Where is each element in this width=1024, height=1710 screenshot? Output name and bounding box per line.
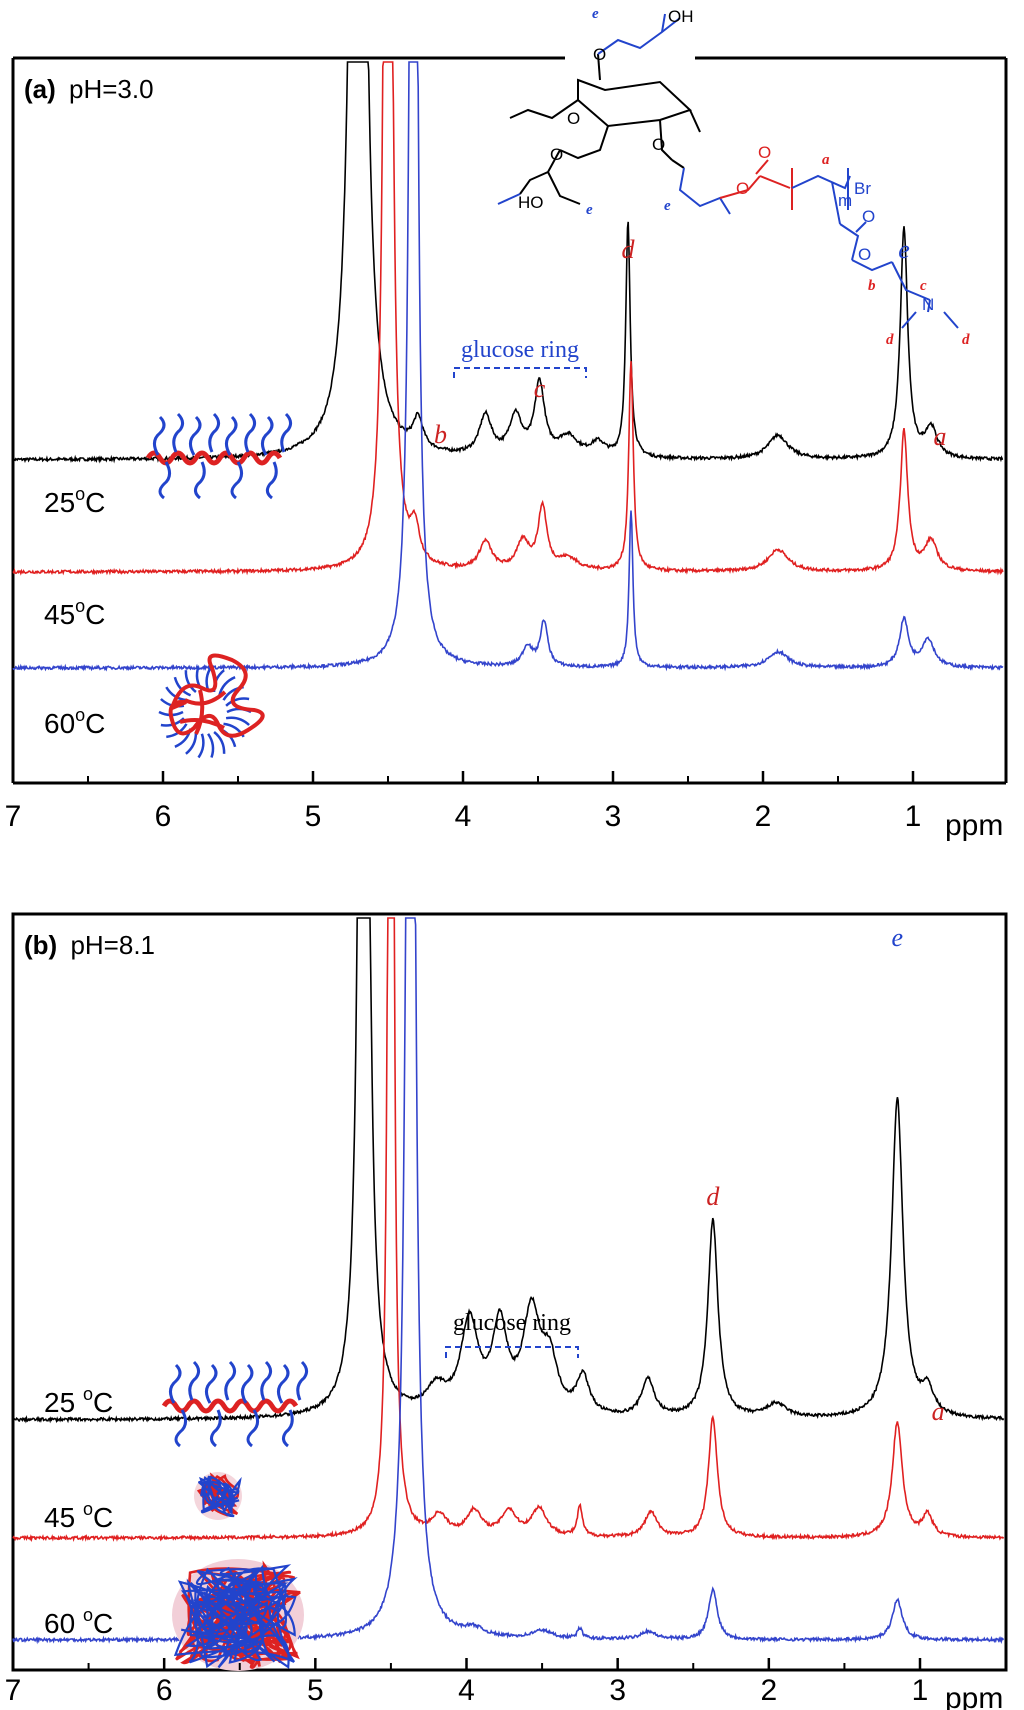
structure-br: Br: [854, 179, 871, 198]
structure-o4: O: [550, 145, 563, 164]
peak-labels-a: b c d e a: [434, 235, 947, 451]
micelle-ray: [225, 697, 250, 707]
panel-b-title-prefix: (b): [24, 930, 57, 960]
panel-b-title-text: pH=8.1: [70, 930, 155, 960]
structure-o7: O: [862, 207, 875, 226]
panel-b-title: (b) pH=8.1: [24, 930, 155, 960]
temp-label-a-45: 45oC: [44, 596, 105, 630]
structure-c: c: [920, 278, 927, 294]
spectrum-a-60C: [12, 61, 1004, 672]
spectrum-a-25C: [12, 61, 1004, 464]
x-tick-label-a-7: 7: [5, 800, 22, 833]
degree-label-a: °C: [0, 0, 1, 1]
structure-o3: O: [652, 135, 665, 154]
peak-label-a-a: a: [934, 422, 947, 451]
x-tick-label-a-4: 4: [455, 800, 472, 833]
spectrum-a-45C: [12, 61, 1004, 576]
structure-o5: O: [736, 179, 749, 198]
temp-label-a-25: 25oC: [44, 484, 105, 518]
micelle-ray: [165, 686, 187, 702]
micelle-ray: [197, 733, 205, 759]
peak-label-a-d: d: [622, 235, 636, 264]
micelle-ray: [225, 716, 250, 726]
structure-n: N: [922, 295, 934, 314]
extended-chain-cartoon-b: [161, 1360, 309, 1448]
temp-label-b-60: 60 oC: [44, 1605, 113, 1639]
peak-label-a-e: e: [898, 235, 910, 264]
spectrum-b-60C: [12, 917, 1005, 1645]
peak-labels-b: d e a: [706, 923, 944, 1426]
x-tick-label-b-1: 1: [912, 1674, 929, 1707]
micelle-ray: [184, 670, 197, 693]
structure-a: a: [822, 152, 830, 168]
peak-label-a-b: b: [434, 420, 447, 449]
micelle-ray: [218, 676, 236, 696]
structure-oh-top: OH: [668, 7, 694, 26]
structure-d2: d: [962, 332, 970, 348]
structure-m: m: [838, 191, 852, 210]
x-tick-label-a-3: 3: [605, 800, 622, 833]
structure-b: b: [868, 278, 876, 294]
glucose-bracket-a: glucose ring: [453, 337, 587, 378]
panel-a: (a) pH=3.0 25oC 45oC 60oC °C b c d e a gluco…: [0, 0, 1008, 842]
structure-e1: e: [592, 6, 599, 22]
structure-o8: O: [858, 245, 871, 264]
extended-chain-cartoon-a: [145, 412, 293, 500]
aggregate-strand: [173, 1564, 298, 1669]
micelle-ray: [185, 731, 198, 755]
glucose-label-b: glucose ring: [453, 1310, 571, 1336]
peak-label-b-e: e: [892, 923, 904, 952]
x-axis-a: 7 6 5 4 3 2 1: [5, 771, 922, 833]
x-tick-label-a-5: 5: [305, 800, 322, 833]
spectrum-b-25C: [12, 917, 1005, 1424]
chemical-structure: OH O O O HO O O O Br m O O N e e e a b c…: [497, 6, 970, 348]
large-aggregate-cartoon-b: [172, 1559, 304, 1671]
panel-b-frame: [11, 912, 1008, 1672]
micelle-ray: [213, 731, 226, 754]
panel-a-title: (a) pH=3.0: [24, 74, 154, 104]
structure-o2: O: [567, 109, 580, 128]
structure-ho-left: HO: [518, 193, 544, 212]
peak-label-b-d: d: [706, 1182, 720, 1211]
glucose-label-a: glucose ring: [461, 337, 579, 363]
structure-e3: e: [664, 198, 671, 214]
panel-b: (b) pH=8.1 25 oC 45 oC 60 oC d e a glucose…: [5, 912, 1008, 1710]
x-tick-label-b-6: 6: [156, 1674, 173, 1707]
peak-label-a-c: c: [534, 374, 546, 403]
structure-o1: O: [593, 45, 606, 64]
x-tick-label-b-2: 2: [760, 1674, 777, 1707]
ppm-label-a: ppm: [945, 809, 1003, 842]
structure-d1: d: [886, 332, 894, 348]
x-tick-label-b-4: 4: [458, 1674, 475, 1707]
ppm-label-b: ppm: [945, 1682, 1003, 1710]
x-tick-label-b-5: 5: [307, 1674, 324, 1707]
x-tick-label-a-6: 6: [155, 800, 172, 833]
temp-label-b-45: 45 oC: [44, 1499, 113, 1533]
x-tick-label-a-1: 1: [905, 800, 922, 833]
panel-a-title-text: pH=3.0: [69, 74, 154, 104]
x-tick-label-b-3: 3: [609, 1674, 626, 1707]
glucose-bracket-b: glucose ring: [445, 1310, 579, 1358]
x-axis-b: 7 6 5 4 3 2 1: [5, 1658, 929, 1707]
peak-label-b-a: a: [932, 1397, 945, 1426]
temp-label-b-25: 25 oC: [44, 1384, 113, 1418]
spectrum-b-45C: [12, 917, 1005, 1543]
aggregate-strand: [198, 1475, 242, 1518]
panel-a-title-prefix: (a): [24, 74, 56, 104]
x-tick-label-a-2: 2: [755, 800, 772, 833]
structure-o6: O: [758, 143, 771, 162]
micelle-ray: [207, 733, 215, 758]
small-aggregate-cartoon-b: [194, 1472, 242, 1520]
x-tick-label-b-7: 7: [5, 1674, 22, 1707]
temp-label-a-60: 60oC: [44, 705, 105, 739]
structure-e2: e: [586, 202, 593, 218]
micelle-cartoon-a: [158, 653, 265, 759]
micelle-ray: [173, 676, 192, 697]
